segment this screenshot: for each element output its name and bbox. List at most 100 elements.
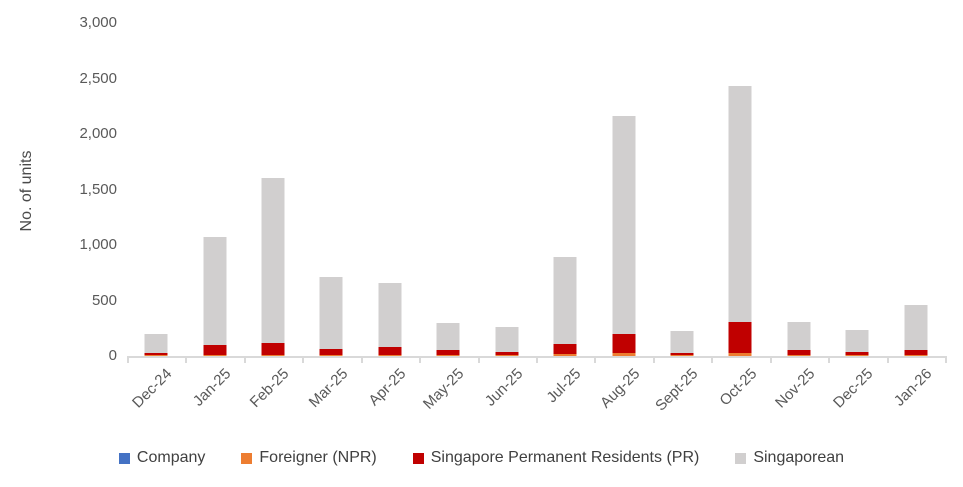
bar-segment-foreigner-npr bbox=[670, 355, 694, 356]
x-axis-tick-mark bbox=[594, 356, 597, 363]
y-axis-tick-label: 3,000 bbox=[79, 14, 117, 31]
bar-segment-foreigner-npr bbox=[553, 354, 577, 356]
legend-label: Foreigner (NPR) bbox=[259, 449, 377, 466]
legend-label: Singapore Permanent Residents (PR) bbox=[430, 449, 700, 466]
bar-segment-singaporean bbox=[670, 330, 694, 353]
x-axis-label: May-25 bbox=[420, 365, 468, 413]
x-axis-tick-mark bbox=[945, 356, 947, 363]
bar-segment-singaporean bbox=[378, 283, 402, 347]
bar-stack bbox=[845, 330, 869, 356]
bar-segment-foreigner-npr bbox=[144, 355, 168, 356]
bar-segment-singapore-permanent-residents-pr bbox=[495, 351, 519, 356]
bar-segment-foreigner-npr bbox=[728, 352, 752, 356]
bar-segment-singapore-permanent-residents-pr bbox=[261, 343, 285, 355]
bar-stack bbox=[203, 237, 227, 356]
bar-segment-foreigner-npr bbox=[495, 355, 519, 356]
bar-segment-singaporean bbox=[495, 327, 519, 352]
plot-area bbox=[127, 23, 945, 356]
legend-swatch-singapore-permanent-residents-pr bbox=[412, 452, 424, 464]
bar-segment-singaporean bbox=[319, 277, 343, 349]
bar-segment-foreigner-npr bbox=[378, 354, 402, 356]
bar-stack bbox=[261, 178, 285, 356]
bar-segment-foreigner-npr bbox=[261, 354, 285, 356]
y-axis-tick-label: 0 bbox=[108, 347, 117, 364]
bar-segment-foreigner-npr bbox=[787, 354, 811, 356]
bar-segment-singaporean bbox=[261, 178, 285, 344]
bar-segment-singaporean bbox=[612, 116, 636, 334]
bar-stack bbox=[378, 283, 402, 356]
legend-item-singaporean: Singaporean bbox=[735, 449, 844, 467]
legend-label: Singaporean bbox=[753, 449, 845, 466]
bar-stack bbox=[728, 86, 752, 356]
x-axis-tick-mark bbox=[127, 356, 129, 363]
bar-segment-singapore-permanent-residents-pr bbox=[319, 348, 343, 355]
x-axis-label: Apr-25 bbox=[365, 365, 410, 410]
bar-segment-singaporean bbox=[728, 86, 752, 322]
bar-segment-singapore-permanent-residents-pr bbox=[845, 352, 869, 356]
x-axis-label: Jan-26 bbox=[890, 365, 936, 410]
legend: Company Foreigner (NPR) Singapore Permanen… bbox=[0, 446, 963, 470]
bar-column-dec-25 bbox=[828, 23, 886, 356]
x-axis-label: Feb-25 bbox=[246, 365, 293, 411]
bar-segment-singaporean bbox=[144, 334, 168, 353]
bar-segment-singaporean bbox=[845, 330, 869, 353]
y-axis-tick-label: 2,500 bbox=[79, 69, 117, 87]
y-axis-tick-label: 1,500 bbox=[79, 180, 117, 198]
bar-stack bbox=[144, 334, 168, 356]
y-axis: 0 500 1,000 1,500 2,000 2,500 3,000 bbox=[0, 14, 117, 364]
x-axis-label: Jan-25 bbox=[189, 365, 234, 410]
bar-segment-foreigner-npr bbox=[319, 354, 343, 356]
bar-segment-foreigner-npr bbox=[436, 355, 460, 356]
bar-stack bbox=[495, 327, 519, 356]
bar-segment-singaporean bbox=[553, 257, 577, 344]
legend-swatch-foreigner-npr bbox=[241, 452, 253, 464]
legend-swatch-singaporean bbox=[735, 452, 747, 464]
x-axis-label: Dec-25 bbox=[830, 365, 877, 412]
bar-segment-foreigner-npr bbox=[612, 352, 636, 356]
bar-segment-singapore-permanent-residents-pr bbox=[144, 352, 168, 356]
x-axis-tick-mark bbox=[886, 356, 889, 363]
bar-stack bbox=[436, 322, 460, 356]
bar-stack bbox=[904, 304, 928, 356]
bar-segment-singaporean bbox=[904, 304, 928, 350]
x-axis-tick-mark bbox=[360, 356, 363, 363]
x-axis-label: Aug-25 bbox=[596, 365, 643, 412]
bar-segment-foreigner-npr bbox=[203, 354, 227, 356]
bar-column-jan-25 bbox=[185, 23, 243, 356]
x-axis-tick-mark bbox=[243, 356, 246, 363]
x-axis-tick-mark bbox=[185, 356, 188, 363]
bar-segment-singapore-permanent-residents-pr bbox=[904, 349, 928, 355]
bar-segment-singapore-permanent-residents-pr bbox=[203, 345, 227, 355]
x-axis-tick-mark bbox=[536, 356, 538, 363]
bar-column-dec-24 bbox=[127, 23, 185, 356]
bar-segment-singapore-permanent-residents-pr bbox=[553, 343, 577, 355]
bar-stack bbox=[553, 257, 577, 356]
x-axis-tick-mark bbox=[302, 356, 305, 363]
x-axis-tick-mark bbox=[711, 356, 714, 363]
bar-segment-foreigner-npr bbox=[904, 354, 928, 356]
x-axis-label: Sept-25 bbox=[652, 365, 702, 415]
bar-column-feb-25 bbox=[244, 23, 302, 356]
bar-stack bbox=[612, 116, 636, 356]
bar-column-jul-25 bbox=[536, 23, 594, 356]
y-axis-tick-label: 1,000 bbox=[79, 236, 117, 253]
bar-segment-foreigner-npr bbox=[845, 355, 869, 356]
bar-column-oct-25 bbox=[711, 23, 769, 356]
bar-column-nov-25 bbox=[770, 23, 828, 356]
y-axis-tick-label: 2,000 bbox=[79, 125, 117, 142]
bar-segment-singapore-permanent-residents-pr bbox=[436, 350, 460, 356]
x-axis-label: Jul-25 bbox=[543, 365, 585, 407]
legend-swatch-company bbox=[118, 452, 130, 464]
legend-item-foreigner-npr: Foreigner (NPR) bbox=[241, 449, 377, 467]
x-axis-label: Jun-25 bbox=[481, 365, 527, 410]
bar-column-sept-25 bbox=[653, 23, 711, 356]
x-axis-tick-mark bbox=[652, 356, 655, 363]
x-axis-tick-mark bbox=[828, 356, 831, 363]
x-axis-label: Nov-25 bbox=[772, 365, 819, 412]
x-axis-tick-mark bbox=[419, 356, 422, 363]
bar-stack bbox=[670, 330, 694, 356]
legend-item-company: Company bbox=[118, 449, 205, 467]
bar-column-jun-25 bbox=[478, 23, 536, 356]
x-axis-tick-mark bbox=[477, 356, 480, 363]
